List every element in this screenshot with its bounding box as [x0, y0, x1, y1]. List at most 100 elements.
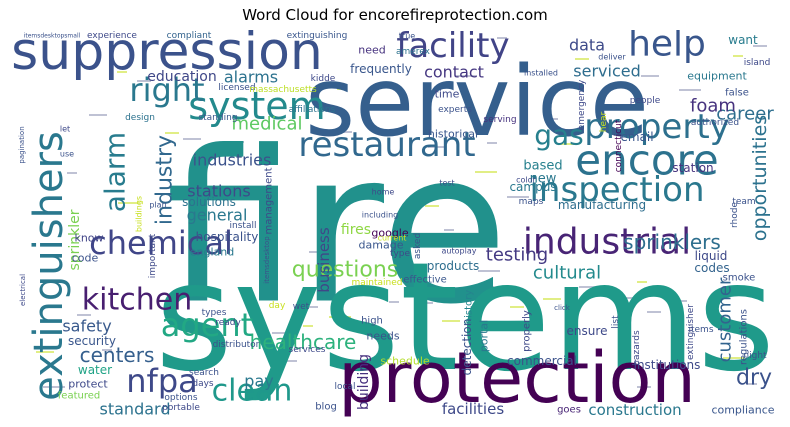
faint-word-mark: [428, 146, 446, 148]
word-massachusetts: massachusetts: [249, 85, 317, 95]
word-historical: historical: [428, 128, 478, 141]
faint-word-mark: [560, 143, 578, 145]
word-itemsdesktop: itemsdesktop: [263, 236, 271, 284]
faint-word-mark: [389, 301, 399, 303]
faint-word-mark: [67, 172, 77, 174]
word-day: day: [269, 301, 286, 311]
word-use: use: [60, 150, 74, 159]
word-equipment: equipment: [687, 70, 747, 83]
faint-word-mark: [77, 314, 91, 316]
faint-word-mark: [669, 300, 687, 302]
word-pay: pay: [244, 372, 273, 391]
word-data: data: [569, 36, 605, 55]
word-schedule: schedule: [380, 355, 430, 368]
word-cultural: cultural: [533, 263, 601, 284]
word-centers: centers: [80, 343, 155, 367]
word-serving: serving: [483, 115, 516, 125]
word-products: products: [427, 259, 479, 273]
word-healthcare: healthcare: [250, 330, 357, 354]
faint-word-mark: [43, 386, 65, 388]
word-true: true: [399, 32, 415, 41]
word-solutions: solutions: [182, 195, 236, 209]
word-protect: protect: [68, 378, 108, 391]
word-customer: customer: [715, 277, 736, 362]
word-including: including: [362, 211, 398, 220]
word-cloud-svg: firesystemsserviceprotectionsuppressione…: [11, 30, 775, 418]
faint-word-mark: [478, 270, 500, 272]
faint-word-mark: [733, 55, 743, 57]
word-blog: blog: [315, 402, 337, 413]
word-england: england: [190, 246, 234, 259]
word-code: code: [72, 252, 99, 265]
word-management: management: [264, 167, 275, 234]
faint-word-mark: [475, 171, 497, 173]
faint-word-mark: [579, 286, 597, 288]
faint-word-mark: [442, 320, 460, 322]
word-items: items: [688, 325, 713, 335]
word-time: time: [435, 88, 460, 101]
faint-word-mark: [419, 302, 433, 304]
word-type: type: [390, 249, 411, 259]
word-goes: goes: [557, 405, 581, 416]
word-know: know: [74, 232, 103, 245]
word-email: email: [620, 130, 653, 144]
word-systems: systems: [155, 231, 775, 405]
word-color: color: [516, 176, 536, 185]
word-extinguishers: extinguishers: [26, 131, 72, 401]
word-need: need: [358, 44, 386, 57]
word-deliver: deliver: [598, 53, 626, 62]
word-service: service: [305, 46, 649, 158]
faint-word-mark: [89, 114, 107, 116]
faint-word-mark: [272, 332, 286, 334]
word-security: security: [68, 334, 116, 348]
word-building: building: [356, 354, 372, 410]
word-connecticut: connecticut: [614, 119, 624, 172]
word-portal: portal: [478, 320, 491, 352]
word-days: days: [192, 379, 214, 389]
word-let: let: [60, 125, 70, 134]
faint-word-mark: [338, 131, 352, 133]
word-effective: effective: [403, 275, 446, 286]
word-compliant: compliant: [167, 31, 212, 41]
word-experts: experts: [438, 105, 472, 115]
faint-word-mark: [647, 311, 661, 313]
word-institutions: institutions: [634, 358, 701, 372]
faint-word-mark: [497, 37, 507, 39]
word-business: business: [315, 227, 333, 293]
faint-word-mark: [425, 205, 439, 207]
word-high: high: [361, 316, 383, 327]
word-commercial: commercial: [507, 354, 577, 368]
word-contact: contact: [424, 63, 484, 82]
word-emergency: emergency: [577, 79, 587, 130]
word-autoplay: autoplay: [442, 247, 477, 256]
word-sprinkler: sprinkler: [67, 209, 83, 270]
word-options: options: [164, 393, 197, 403]
word-amerex: amerex: [396, 47, 431, 57]
faint-word-mark: [222, 141, 244, 143]
word-sprinklers: sprinklers: [623, 230, 721, 254]
word-local: local: [335, 382, 356, 392]
word-questions: questions: [292, 258, 399, 283]
word-distributor: distributor: [213, 340, 260, 350]
word-station: station: [672, 161, 713, 175]
word-testing: testing: [486, 245, 548, 266]
word-gas: gas: [534, 119, 584, 152]
word-compliance: compliance: [711, 404, 774, 417]
faint-word-mark: [118, 202, 140, 204]
faint-word-mark: [444, 229, 454, 231]
faint-word-mark: [117, 71, 127, 73]
word-encore: encore: [575, 136, 718, 185]
word-false: false: [725, 88, 749, 99]
word-buildings: buildings: [135, 196, 144, 232]
word-codes: codes: [694, 261, 729, 275]
word-suppression: suppression: [11, 30, 323, 82]
faint-word-mark: [641, 75, 659, 77]
word-campus: campus: [509, 180, 556, 194]
faint-word-mark: [309, 251, 327, 253]
word-itemsdesktopsmall: itemsdesktopsmall: [24, 33, 81, 40]
word-education: education: [147, 69, 216, 85]
word-plan: plan: [149, 201, 166, 210]
word-agent: agent: [161, 306, 253, 344]
word-industrial: industrial: [523, 222, 691, 263]
word-affiliations: affiliations: [289, 105, 336, 115]
